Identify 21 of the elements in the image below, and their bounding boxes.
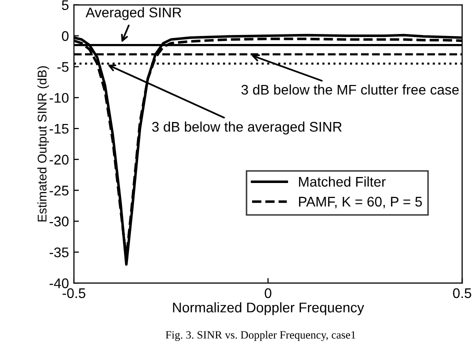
y-tick-label: -40: [50, 278, 69, 288]
legend-label: Matched Filter: [299, 176, 386, 187]
x-tick-label: 0: [264, 288, 272, 298]
y-tick-label: -30: [50, 216, 69, 226]
legend-label: PAMF, K = 60, P = 5: [299, 196, 422, 208]
caption: Fig. 3. SINR vs. Doppler Frequency, case1: [166, 330, 356, 341]
y-tick-label: -15: [50, 124, 69, 134]
x-tick-label: 0.5: [453, 288, 472, 298]
y-tick-label: -10: [50, 92, 69, 103]
y-tick-label: 0: [62, 31, 69, 41]
annotation: 3 dB below the averaged SINR: [152, 122, 342, 134]
y-tick-label: 5: [62, 0, 68, 10]
x-axis-title: Normalized Doppler Frequency: [173, 302, 364, 316]
y-tick-label: -35: [50, 247, 69, 258]
y-tick-label: -5: [57, 62, 68, 72]
x-tick-label: -0.5: [62, 288, 86, 298]
y-tick-label: -25: [50, 186, 69, 196]
annotation: 3 dB below the MF clutter free case: [241, 84, 459, 95]
annotation: Averaged SINR: [86, 7, 182, 20]
y-tick-label: -20: [50, 154, 69, 165]
y-axis-title: Estimated Output SINR (dB): [37, 66, 50, 222]
